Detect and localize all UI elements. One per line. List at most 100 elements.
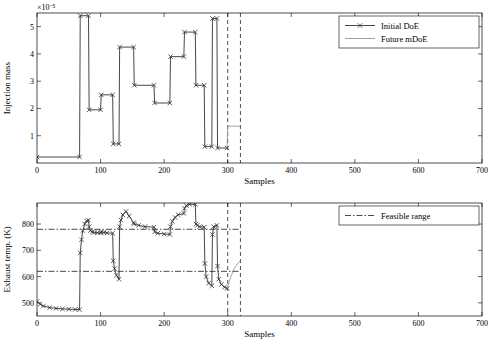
marker bbox=[182, 206, 186, 210]
chart: 010020030040050060070012345SamplesInject… bbox=[2, 3, 488, 186]
marker bbox=[170, 219, 174, 223]
plot-frame bbox=[37, 13, 482, 163]
marker bbox=[152, 83, 156, 87]
series-line bbox=[37, 204, 227, 309]
marker bbox=[41, 304, 45, 308]
vertical-line bbox=[227, 203, 228, 316]
y-tick bbox=[478, 81, 482, 82]
y-tick bbox=[37, 108, 41, 109]
marker bbox=[152, 101, 156, 105]
marker bbox=[168, 101, 172, 105]
x-tick bbox=[164, 13, 165, 17]
marker bbox=[119, 218, 123, 222]
x-tick-label: 500 bbox=[349, 166, 361, 175]
marker bbox=[73, 307, 77, 311]
marker bbox=[110, 231, 114, 235]
y-tick bbox=[37, 53, 41, 54]
marker bbox=[77, 155, 81, 159]
marker bbox=[117, 45, 121, 49]
marker bbox=[67, 307, 71, 311]
marker bbox=[210, 144, 214, 148]
marker bbox=[131, 45, 135, 49]
marker bbox=[87, 224, 91, 228]
marker bbox=[117, 142, 121, 146]
y-tick bbox=[37, 224, 41, 225]
marker bbox=[112, 266, 116, 270]
marker bbox=[215, 264, 219, 268]
y-tick-label: 2 bbox=[30, 104, 34, 113]
marker bbox=[54, 306, 58, 310]
marker bbox=[187, 203, 191, 207]
y-tick-label: 4 bbox=[30, 50, 34, 59]
marker bbox=[111, 142, 115, 146]
x-tick bbox=[291, 159, 292, 163]
marker bbox=[193, 30, 197, 34]
x-tick bbox=[354, 159, 355, 163]
legend-swatch bbox=[345, 38, 375, 39]
marker bbox=[98, 108, 102, 112]
x-tick-label: 700 bbox=[476, 166, 488, 175]
marker bbox=[77, 307, 81, 311]
x-tick bbox=[100, 13, 101, 17]
x-tick-label: 400 bbox=[285, 166, 297, 175]
y-tick-label: 600 bbox=[22, 273, 34, 282]
marker bbox=[215, 223, 219, 227]
y-tick bbox=[478, 302, 482, 303]
marker bbox=[110, 93, 114, 97]
x-tick bbox=[100, 159, 101, 163]
marker bbox=[143, 224, 147, 228]
x-tick-label: 300 bbox=[222, 319, 234, 328]
y-tick bbox=[478, 53, 482, 54]
marker bbox=[193, 203, 197, 207]
series-line bbox=[227, 261, 240, 289]
marker bbox=[198, 224, 202, 228]
x-tick-label: 500 bbox=[349, 319, 361, 328]
x-tick bbox=[164, 312, 165, 316]
y-axis-label: Exhaust temp. (K) bbox=[2, 226, 12, 292]
x-tick-label: 300 bbox=[222, 166, 234, 175]
y-tick bbox=[37, 276, 41, 277]
marker bbox=[99, 93, 103, 97]
marker bbox=[156, 231, 160, 235]
x-axis-label: Samples bbox=[244, 176, 275, 186]
marker bbox=[210, 232, 214, 236]
legend-label: Initial DoE bbox=[381, 21, 419, 31]
marker bbox=[105, 231, 109, 235]
x-tick bbox=[418, 312, 419, 316]
marker bbox=[217, 277, 221, 281]
marker bbox=[79, 238, 83, 242]
y-tick bbox=[478, 250, 482, 251]
legend-label: Future mDoE bbox=[381, 34, 428, 44]
marker bbox=[168, 54, 172, 58]
x-tick bbox=[164, 203, 165, 207]
y-tick bbox=[37, 26, 41, 27]
marker bbox=[132, 83, 136, 87]
y-tick bbox=[478, 135, 482, 136]
marker bbox=[152, 225, 156, 229]
marker bbox=[86, 218, 90, 222]
marker bbox=[210, 284, 214, 288]
x-tick-label: 400 bbox=[285, 319, 297, 328]
series-line bbox=[37, 229, 240, 271]
data-layer bbox=[37, 13, 240, 163]
marker bbox=[87, 108, 91, 112]
x-tick-label: 700 bbox=[476, 319, 488, 328]
y-tick-label: 5 bbox=[30, 23, 34, 32]
marker bbox=[182, 30, 186, 34]
x-tick bbox=[418, 159, 419, 163]
y-tick bbox=[478, 276, 482, 277]
x-tick bbox=[100, 312, 101, 316]
marker bbox=[60, 307, 64, 311]
marker bbox=[215, 146, 219, 150]
marker bbox=[117, 224, 121, 228]
x-tick-label: 200 bbox=[158, 319, 170, 328]
y-tick bbox=[478, 108, 482, 109]
chart: 0100200300400500600700500600700800Sample… bbox=[2, 202, 488, 339]
marker bbox=[182, 211, 186, 215]
marker bbox=[204, 274, 208, 278]
x-tick bbox=[291, 312, 292, 316]
y-tick-label: 500 bbox=[22, 299, 34, 308]
legend-label: Feasible range bbox=[381, 211, 431, 221]
y-tick-label: 1 bbox=[30, 132, 34, 141]
marker bbox=[117, 277, 121, 281]
